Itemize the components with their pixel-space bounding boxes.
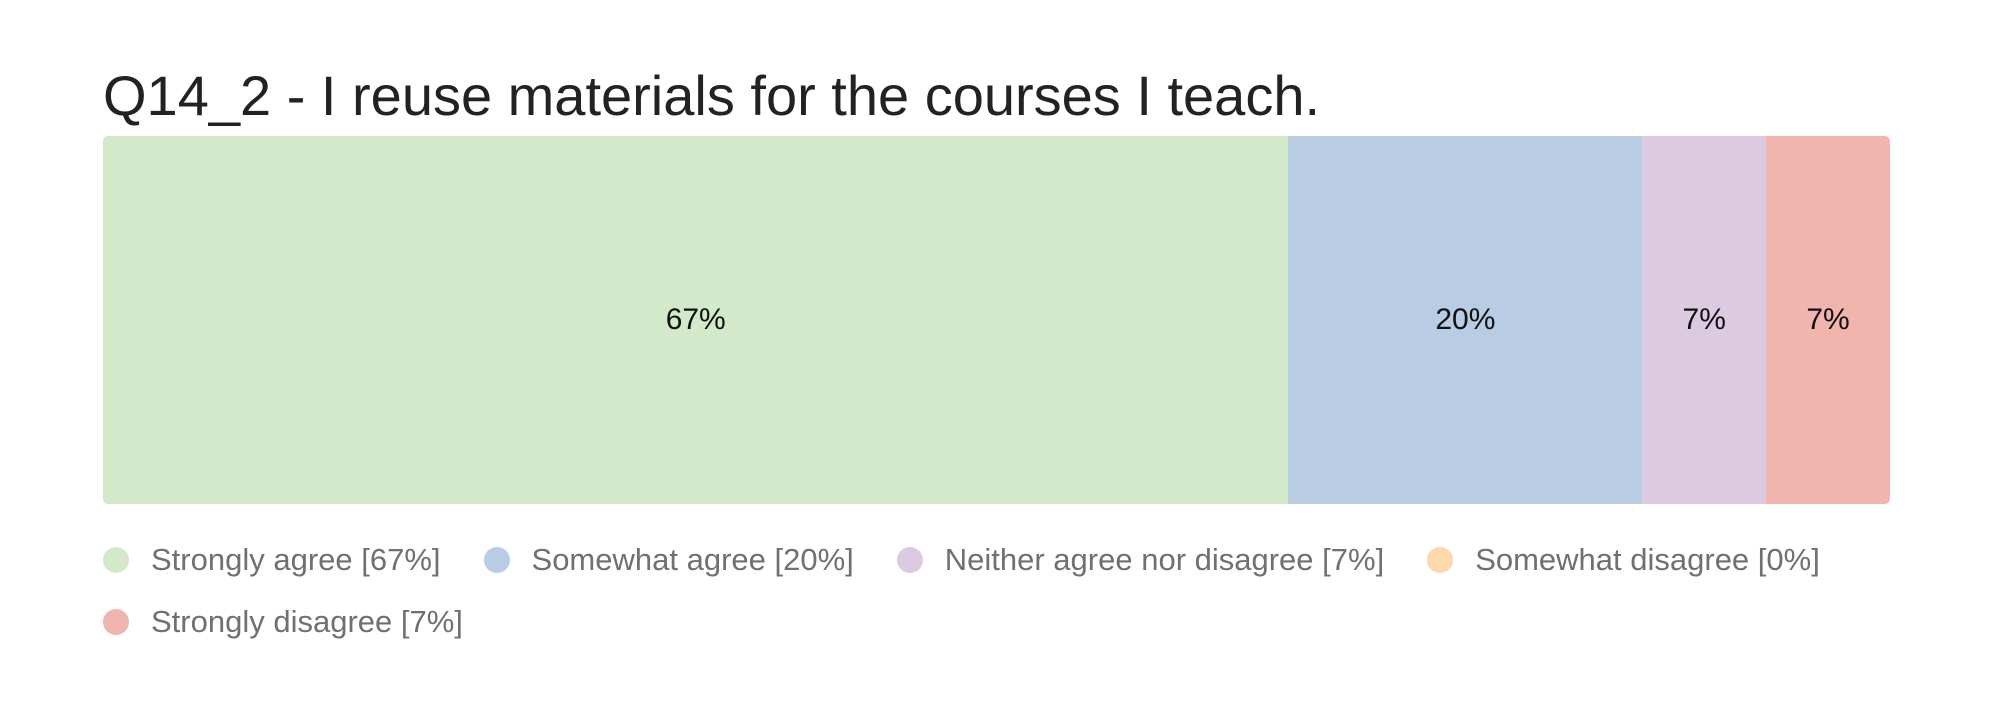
legend-item-4: Strongly disagree [7%]	[103, 602, 463, 642]
legend-item-0: Strongly agree [67%]	[103, 540, 441, 580]
legend-swatch	[896, 547, 923, 573]
bar-segment-4: 7%	[1766, 136, 1890, 504]
legend: Strongly agree [67%] Somewhat agree [20%]…	[103, 540, 1943, 642]
legend-label: Somewhat agree [20%]	[531, 542, 854, 577]
legend-label: Strongly agree [67%]	[151, 542, 441, 577]
legend-item-3: Somewhat disagree [0%]	[1427, 540, 1820, 580]
bar-segment-2: 7%	[1642, 136, 1767, 504]
bar-segment-0: 67%	[103, 136, 1289, 504]
stacked-bar: 67% 20% 7% 7%	[103, 136, 1890, 504]
legend-label: Neither agree nor disagree [7%]	[944, 542, 1385, 577]
data-label: 67%	[665, 303, 726, 336]
chart-title: Q14_2 - I reuse materials for the course…	[103, 64, 1321, 127]
data-label: 20%	[1435, 303, 1496, 336]
legend-label: Somewhat disagree [0%]	[1475, 542, 1820, 577]
legend-swatch	[483, 547, 510, 573]
legend-swatch	[103, 547, 129, 573]
data-label: 7%	[1806, 303, 1850, 336]
legend-item-1: Somewhat agree [20%]	[483, 540, 854, 580]
legend-swatch	[103, 609, 129, 635]
legend-swatch	[1427, 547, 1454, 573]
data-label: 7%	[1682, 303, 1726, 336]
legend-label: Strongly disagree [7%]	[151, 604, 463, 639]
bar-segment-1: 20%	[1288, 136, 1643, 504]
legend-item-2: Neither agree nor disagree [7%]	[896, 540, 1385, 580]
